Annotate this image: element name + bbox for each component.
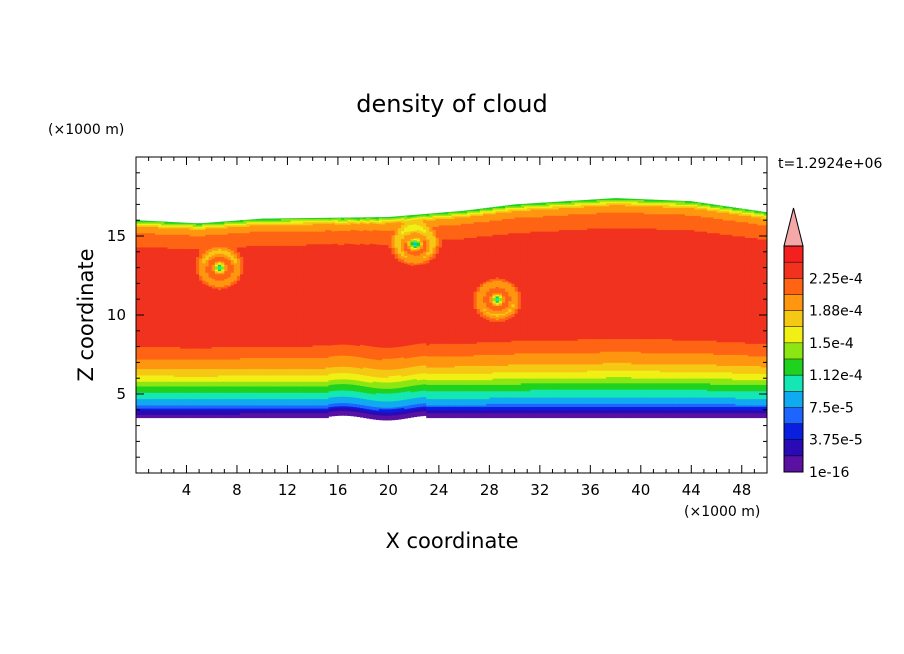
field-cell (158, 221, 162, 222)
field-cell (193, 223, 197, 224)
field-cell (202, 223, 206, 224)
field-cell (186, 223, 190, 224)
field-cell (174, 222, 178, 224)
field-cell (168, 222, 172, 224)
field-cell (152, 221, 156, 222)
field-cell (183, 223, 187, 224)
field-cell (145, 221, 149, 222)
field-cell (205, 223, 209, 224)
field-cell (234, 221, 238, 223)
field-cell (155, 221, 159, 222)
field-cell (224, 221, 228, 222)
field-cell (171, 222, 175, 224)
field-cell (228, 221, 232, 222)
field-cell (161, 222, 165, 223)
field-cell (237, 220, 241, 222)
field-cell (209, 223, 213, 224)
y-axis-unit: (×1000 m) (48, 122, 124, 138)
field-cell (250, 219, 254, 220)
field-cell (256, 219, 260, 221)
field-cell (218, 222, 222, 224)
field-cell (259, 219, 263, 221)
field-cell (231, 221, 235, 222)
time-label: t=1.2924e+06 (778, 156, 882, 172)
chart-title: density of cloud (356, 90, 547, 118)
field-cell (177, 222, 181, 223)
field-cell (253, 219, 257, 220)
field-cell (243, 220, 247, 221)
field-cell (142, 221, 146, 223)
field-cell (180, 222, 184, 223)
field-cell (190, 223, 194, 224)
density-field (136, 198, 767, 420)
field-cell (199, 223, 203, 224)
field-cell (139, 220, 143, 222)
field-cell (149, 221, 153, 222)
field-cell (246, 220, 250, 221)
field-cell (221, 222, 225, 223)
field-cell (215, 222, 219, 224)
field-cell (212, 222, 216, 223)
